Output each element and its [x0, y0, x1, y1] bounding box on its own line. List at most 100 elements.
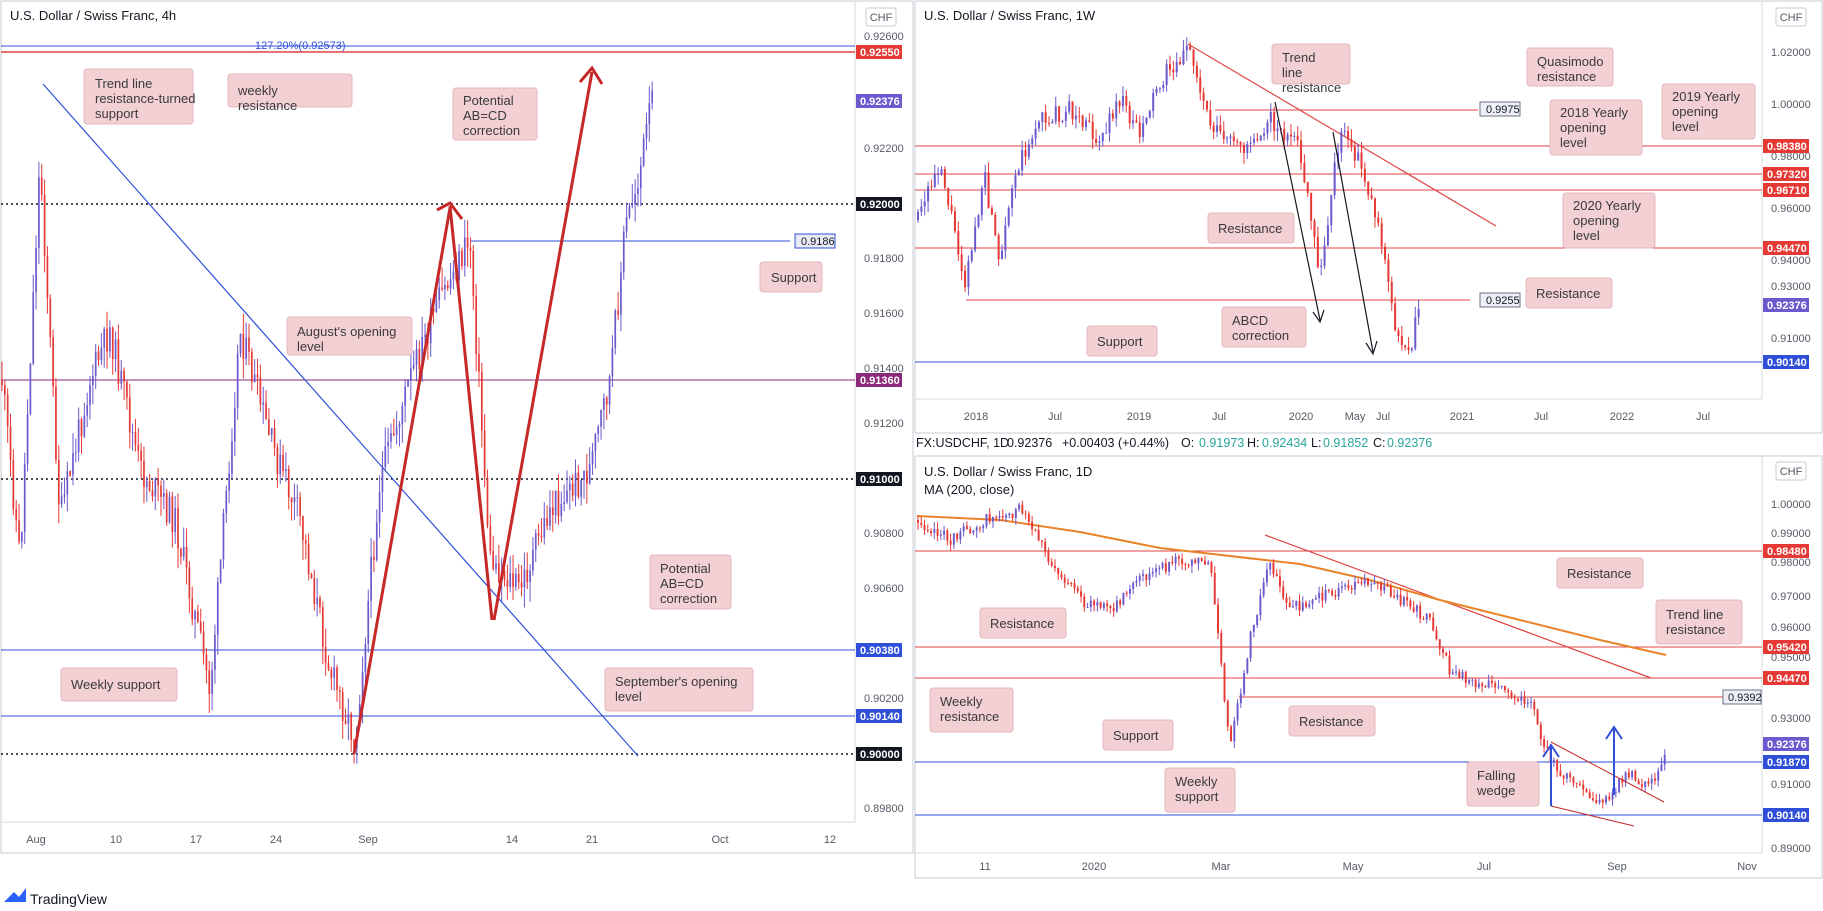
- d1-candle-body: [917, 520, 919, 523]
- w1-callout-quasimodo[interactable]: Quasimodo resistance: [1526, 47, 1614, 87]
- d1-candle-body: [988, 514, 991, 522]
- h4-x-tick: 17: [190, 834, 202, 846]
- d1-candle-body: [1252, 624, 1255, 632]
- w1-currency-badge[interactable]: CHF: [1775, 7, 1807, 27]
- w1-candle-body: [1407, 347, 1410, 351]
- h4-callout-weekly-support[interactable]: Weekly support: [60, 667, 178, 702]
- d1-candle-body: [1155, 568, 1158, 572]
- w1-candle-body: [1064, 111, 1067, 121]
- d1-callout-trendline[interactable]: Trend line resistance: [1655, 599, 1743, 645]
- d1-ma200-line[interactable]: [916, 515, 1667, 656]
- tradingview-logo[interactable]: TradingView: [4, 888, 108, 907]
- w1-callout-2019-open[interactable]: 2019 Yearly opening level: [1661, 83, 1756, 140]
- w1-candle-body: [1306, 182, 1309, 193]
- h4-currency-badge[interactable]: CHF: [865, 7, 897, 27]
- h4-callout-abcd-bottom[interactable]: Potential AB=CD correction: [649, 554, 732, 610]
- w1-candle-body: [1333, 162, 1336, 196]
- h4-callout-september-open[interactable]: September's opening level: [604, 667, 754, 712]
- h4-y-tick: 0.89800: [864, 803, 904, 815]
- h4-candle-body: [341, 691, 344, 722]
- d1-candle-body: [1318, 592, 1321, 599]
- h4-callout-trendline[interactable]: Trend line resistance-turned support: [83, 68, 195, 125]
- d1-candle-body: [1122, 592, 1125, 605]
- h4-candle-body: [55, 386, 57, 461]
- h4-candle-body: [384, 446, 387, 467]
- w1-callout-resistance-2[interactable]: Resistance: [1525, 277, 1613, 309]
- h4-candle-body: [390, 433, 392, 442]
- w1-candle-body: [1205, 100, 1208, 110]
- h4-callout-abcd-top[interactable]: Potential AB=CD correction: [452, 87, 538, 141]
- w1-callout-2018-open[interactable]: 2018 Yearly opening level: [1549, 99, 1643, 156]
- d1-candle-body: [920, 522, 923, 525]
- w1-candle-body: [1088, 120, 1091, 122]
- h4-candle-body: [302, 516, 304, 541]
- h4-candle-body: [472, 250, 475, 296]
- d1-callout-resistance-mid[interactable]: Resistance: [1288, 705, 1376, 737]
- d1-candle-body: [1203, 560, 1206, 565]
- h4-callout-august-open[interactable]: August's opening level: [286, 316, 413, 356]
- h4-candle-body: [12, 459, 15, 509]
- d1-callout-weekly-resistance[interactable]: Weekly resistance: [929, 687, 1014, 733]
- d1-candle-body: [1089, 600, 1092, 608]
- w1-abcd-arrows: [1274, 101, 1378, 356]
- h4-candle-body: [605, 397, 608, 405]
- d1-candle-body: [1021, 504, 1024, 514]
- d1-callout-support[interactable]: Support: [1102, 719, 1174, 751]
- d1-candle-body: [1311, 599, 1314, 605]
- d1-candle-body: [1269, 562, 1272, 570]
- w1-candle-body: [1363, 168, 1366, 182]
- d1-currency-badge[interactable]: CHF: [1775, 461, 1807, 481]
- h4-candle-body: [324, 647, 327, 664]
- w1-candle-body: [1242, 144, 1245, 154]
- h4-y-tick: 0.91200: [864, 418, 904, 430]
- h4-chart-panel[interactable]: [0, 0, 914, 854]
- h4-candle-body: [620, 272, 622, 315]
- h4-callout-support[interactable]: Support: [759, 261, 823, 293]
- d1-candle-body: [1650, 778, 1653, 784]
- d1-trend-line[interactable]: [1264, 534, 1652, 679]
- d1-candle-body: [1503, 685, 1506, 691]
- w1-callout-resistance[interactable]: Resistance: [1207, 212, 1295, 244]
- w1-callout-abcd[interactable]: ABCD correction: [1221, 306, 1307, 348]
- d1-candle-body: [1060, 574, 1063, 578]
- d1-candle-body: [959, 531, 962, 540]
- daily-chart-panel[interactable]: [914, 455, 1823, 879]
- h4-candle-body: [495, 563, 497, 570]
- h4-callout-weekly-resistance[interactable]: weekly resistance: [227, 73, 353, 113]
- h4-arrow-head-ab: [436, 201, 464, 220]
- h4-candle-body: [418, 348, 421, 369]
- w1-price-tag: 0.97320: [1767, 169, 1807, 181]
- h4-candle-body: [517, 573, 520, 583]
- d1-candle-body: [1168, 561, 1171, 572]
- d1-callout-resistance-left[interactable]: Resistance: [979, 607, 1067, 639]
- w1-candle-body: [1283, 128, 1286, 141]
- h4-candle-body: [154, 478, 157, 497]
- d1-x-tick: Mar: [1212, 861, 1231, 873]
- d1-callout-falling-wedge[interactable]: Falling wedge: [1466, 761, 1540, 807]
- d1-candle-body: [1402, 597, 1405, 606]
- h4-candle-body: [480, 371, 483, 431]
- w1-callout-support[interactable]: Support: [1086, 325, 1158, 357]
- h4-candle-body: [299, 497, 301, 517]
- h4-candle-body: [466, 237, 469, 248]
- weekly-chart-panel[interactable]: [914, 0, 1823, 434]
- w1-candle-body: [1313, 220, 1316, 237]
- h4-candle-body: [162, 493, 165, 497]
- d1-callout-weekly-support[interactable]: Weekly support: [1164, 767, 1236, 813]
- d1-callout-resistance-top[interactable]: Resistance: [1556, 557, 1644, 589]
- w1-callout-trendline[interactable]: Trend line resistance: [1271, 43, 1351, 95]
- d1-candle-body: [1500, 685, 1503, 687]
- w1-candle-body: [1202, 92, 1205, 101]
- d1-candle-body: [1249, 631, 1252, 659]
- svg-text:0.9975: 0.9975: [1486, 104, 1520, 116]
- d1-candle-body: [1233, 720, 1236, 742]
- d1-price-tag: 0.92376: [1767, 739, 1807, 751]
- w1-callout-2020-open[interactable]: 2020 Yearly opening level: [1562, 192, 1656, 249]
- h4-trend-line[interactable]: [42, 83, 639, 757]
- w1-candle-body: [1377, 217, 1380, 224]
- w1-candle-body: [1216, 125, 1219, 132]
- d1-candle-body: [1363, 578, 1366, 584]
